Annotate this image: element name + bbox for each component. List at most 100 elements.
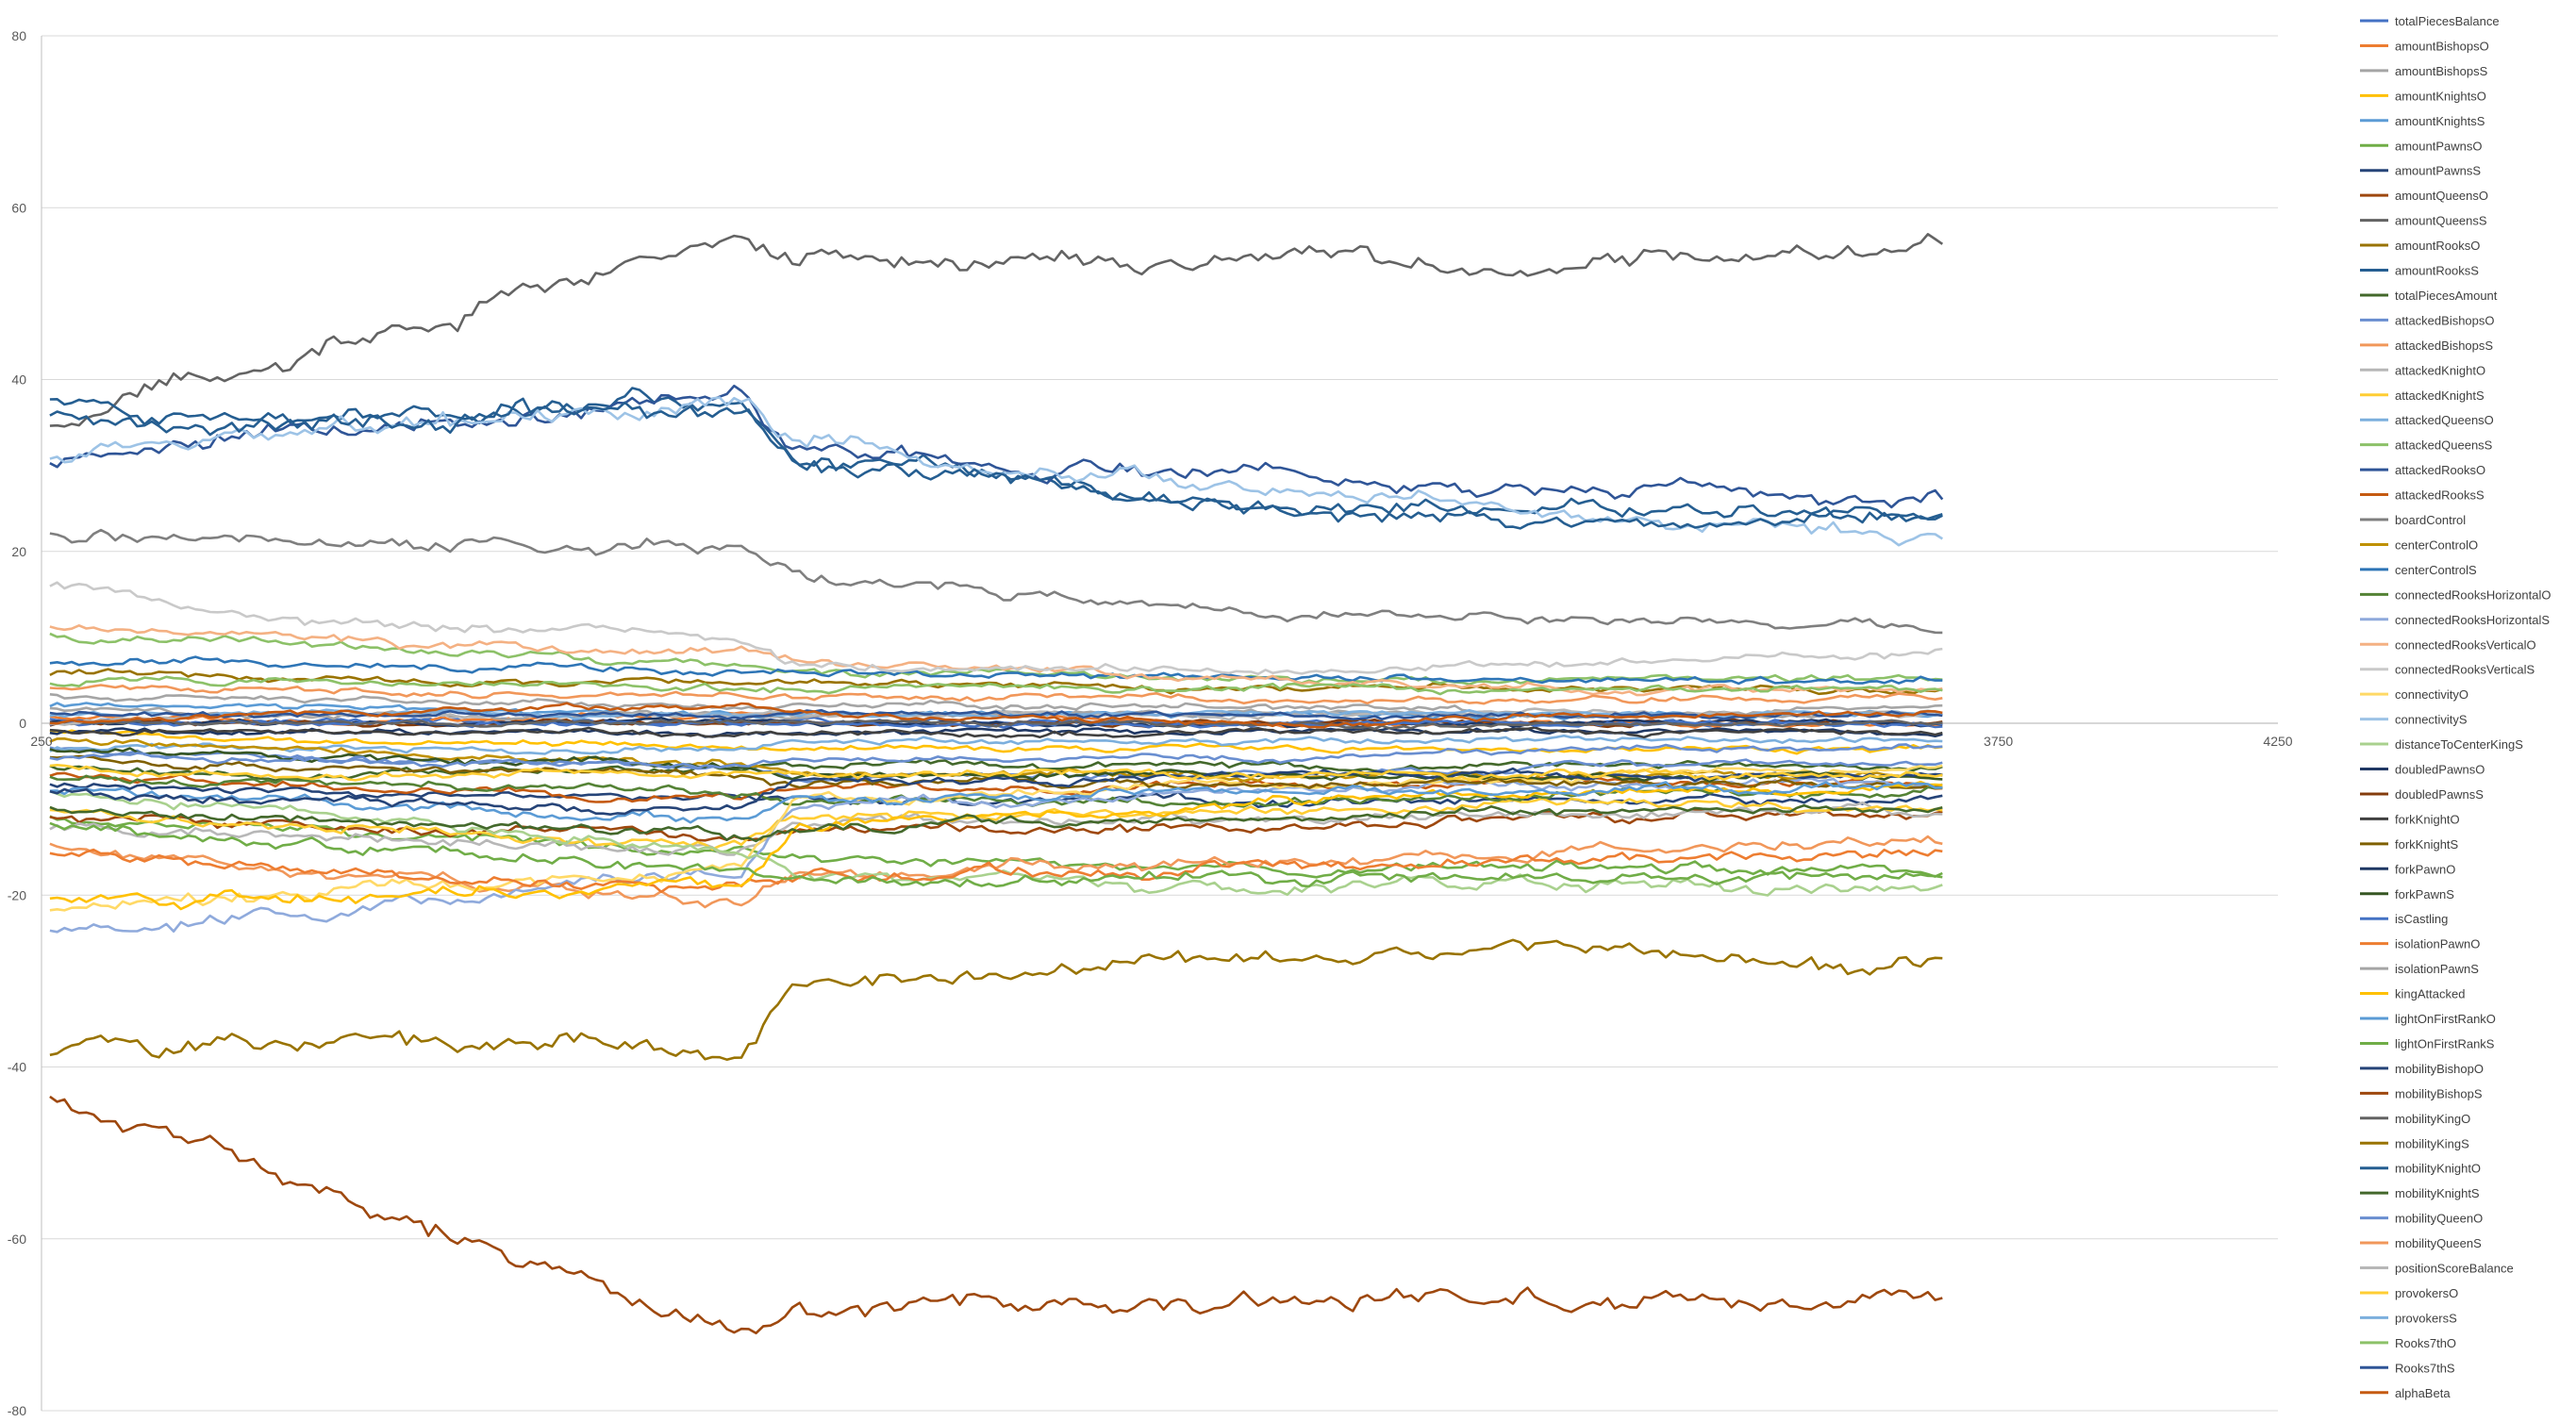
series-line-amountRooksS	[49, 387, 1943, 522]
legend-label: connectivityO	[2395, 687, 2468, 702]
legend-label: amountKnightsS	[2395, 114, 2485, 128]
x-tick-label: 4250	[2263, 734, 2292, 749]
series-line-forkKnightS	[49, 754, 1943, 790]
series-line-mobilityKnightS	[49, 803, 1943, 843]
legend-label: mobilityKingS	[2395, 1136, 2469, 1150]
series-line-amountPawnsO	[49, 815, 1943, 879]
y-tick-label: 40	[11, 372, 26, 388]
legend-label: attackedRooksS	[2395, 488, 2485, 503]
y-tick-label: -80	[8, 1403, 26, 1417]
legend-label: doubledPawnsO	[2395, 763, 2485, 777]
series-lines	[49, 233, 1944, 1335]
y-tick-label: 60	[11, 200, 26, 215]
series-line-connectedRooksVerticalS	[49, 581, 1943, 676]
series-line-attackedKnightS	[49, 797, 1943, 852]
legend-label: connectedRooksHorizontalS	[2395, 613, 2550, 627]
legend-label: Rooks7thS	[2395, 1361, 2455, 1375]
legend-label: amountRooksS	[2395, 264, 2479, 278]
legend-label: connectedRooksVerticalO	[2395, 637, 2536, 652]
y-tick-label: 80	[11, 28, 26, 43]
legend-label: mobilityQueenS	[2395, 1236, 2482, 1250]
series-line-connectedRooksVerticalO	[49, 623, 1943, 697]
series-line-forkKnightO	[49, 726, 1943, 739]
x-tick-label: 3750	[1984, 734, 2013, 749]
legend-label: provokersS	[2395, 1311, 2457, 1325]
series-line-mobilityKingO	[49, 719, 1943, 731]
legend-label: mobilityBishopS	[2395, 1086, 2483, 1100]
legend-label: totalPiecesBalance	[2395, 14, 2500, 28]
series-line-connectedRooksHorizontalS	[49, 777, 1943, 934]
y-tick-label: -20	[8, 887, 26, 902]
legend-label: amountRooksO	[2395, 239, 2480, 253]
series-line-alphaBeta	[49, 702, 1943, 729]
legend-label: connectivityS	[2395, 713, 2468, 727]
legend-label: attackedRooksO	[2395, 463, 2485, 477]
series-line-isolationPawnO	[49, 848, 1943, 894]
series-line-amountPawnsS	[49, 782, 1943, 809]
tick-labels: 80 60 40 20 0 -20 -40 -60 -80 250 3750 4250	[8, 28, 2293, 1418]
series-line-Rooks7thO	[49, 675, 1943, 696]
series-line-totalPiecesAmount	[49, 758, 1943, 782]
legend-label: alphaBeta	[2395, 1386, 2451, 1400]
series-line-boardControl	[49, 528, 1943, 635]
legend-label: amountPawnsS	[2395, 164, 2481, 178]
legend-label: mobilityBishopO	[2395, 1062, 2484, 1076]
legend-label: amountKnightsO	[2395, 89, 2486, 103]
legend-label: mobilityQueenO	[2395, 1212, 2483, 1226]
series-line-provokersO	[49, 763, 1943, 782]
legend: totalPiecesBalance amountBishopsO amountBi…	[2360, 14, 2551, 1400]
series-line-amountKnightsO	[49, 729, 1943, 755]
legend-label: lightOnFirstRankO	[2395, 1012, 2496, 1026]
legend-label: attackedBishopsS	[2395, 339, 2493, 353]
legend-label: forkKnightO	[2395, 812, 2460, 826]
legend-label: amountBishopsO	[2395, 39, 2489, 53]
legend-label: positionScoreBalance	[2395, 1262, 2514, 1276]
legend-label: mobilityKnightS	[2395, 1186, 2480, 1200]
y-tick-label: -60	[8, 1232, 26, 1247]
series-line-mobilityQueenO	[49, 743, 1943, 769]
legend-label: attackedQueensS	[2395, 438, 2493, 453]
y-tick-label: 0	[19, 716, 26, 731]
legend-label: forkPawnO	[2395, 862, 2455, 876]
y-tick-label: -40	[8, 1060, 26, 1075]
series-line-attackedBishopsS	[49, 835, 1943, 909]
legend-label: attackedQueensO	[2395, 413, 2494, 427]
series-line-amountQueensO	[49, 808, 1943, 842]
legend-label: amountQueensS	[2395, 214, 2487, 228]
y-tick-label: 20	[11, 544, 26, 559]
legend-label: isCastling	[2395, 912, 2448, 926]
legend-label: Rooks7thO	[2395, 1336, 2456, 1350]
legend-label: provokersO	[2395, 1286, 2458, 1300]
legend-label: connectedRooksHorizontalO	[2395, 587, 2551, 602]
legend-label: attackedBishopsO	[2395, 313, 2495, 327]
series-line-mobilityKingS	[49, 938, 1943, 1061]
legend-label: amountPawnsO	[2395, 139, 2483, 153]
legend-label: centerControlO	[2395, 537, 2478, 552]
legend-label: attackedKnightO	[2395, 363, 2485, 377]
legend-label: isolationPawnS	[2395, 962, 2479, 976]
legend-label: mobilityKnightO	[2395, 1162, 2481, 1176]
series-line-kingAttacked	[49, 780, 1943, 911]
series-line-lightOnFirstRankO	[49, 781, 1943, 824]
series-line-attackedQueensO	[49, 734, 1943, 755]
series-line-mobilityBishopO	[49, 767, 1943, 817]
legend-label: forkKnightS	[2395, 837, 2459, 852]
legend-label: kingAttacked	[2395, 987, 2465, 1001]
legend-label: lightOnFirstRankS	[2395, 1036, 2495, 1050]
legend-label: doubledPawnsS	[2395, 787, 2484, 802]
series-line-amountQueensS	[49, 233, 1944, 428]
series-line-connectivityS	[49, 396, 1943, 547]
gridlines	[42, 35, 2278, 1412]
series-line-mobilityQueenS	[49, 684, 1943, 705]
x-tick-label: 250	[30, 734, 53, 749]
series-line-mobilityBishopS	[49, 1095, 1943, 1335]
legend-label: mobilityKingO	[2395, 1112, 2470, 1126]
legend-label: connectedRooksVerticalS	[2395, 663, 2534, 677]
legend-label: forkPawnS	[2395, 887, 2454, 901]
legend-label: amountQueensO	[2395, 189, 2488, 203]
series-line-centerControlS	[49, 655, 1943, 686]
series-line-lightOnFirstRankS	[49, 821, 1943, 888]
series-line-mobilityKnightO	[49, 397, 1943, 530]
